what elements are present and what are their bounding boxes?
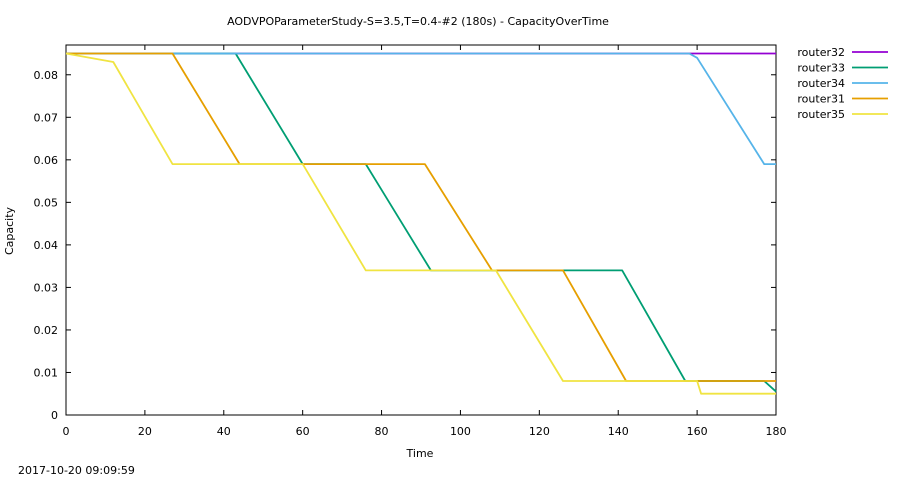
timestamp: 2017-10-20 09:09:59 <box>18 464 135 477</box>
y-tick-label: 0.08 <box>34 69 59 82</box>
y-axis: 0 0.01 0.02 0.03 0.04 0.05 0.06 0.07 0.08 <box>34 69 776 422</box>
x-tick-label: 120 <box>529 425 550 438</box>
legend-label-router35: router35 <box>797 108 845 121</box>
chart-title: AODVPOParameterStudy-S=3.5,T=0.4-#2 (180… <box>227 15 609 28</box>
y-tick-label: 0.04 <box>34 239 59 252</box>
x-tick-label: 100 <box>450 425 471 438</box>
series-line-router33 <box>66 52 777 393</box>
x-axis-label: Time <box>406 447 434 460</box>
x-tick-label: 160 <box>687 425 708 438</box>
y-tick-label: 0.01 <box>34 366 59 379</box>
plot-frame <box>65 44 777 416</box>
y-tick-label: 0.03 <box>34 281 59 294</box>
y-tick-label: 0.06 <box>34 154 59 167</box>
y-tick-label: 0.05 <box>34 196 59 209</box>
legend-label-router32: router32 <box>797 46 845 59</box>
x-tick-label: 60 <box>296 425 310 438</box>
x-tick-label: 40 <box>217 425 231 438</box>
legend-label-router31: router31 <box>797 93 845 106</box>
legend: router32 router33 router34 router31 router35 <box>797 46 888 121</box>
series-line-router31 <box>66 52 776 382</box>
legend-label-router34: router34 <box>797 77 845 90</box>
x-axis: 0 20 40 60 80 100 120 140 160 180 <box>63 45 787 438</box>
x-tick-label: 0 <box>63 425 70 438</box>
x-tick-label: 20 <box>138 425 152 438</box>
series-line-router34 <box>66 52 776 166</box>
y-tick-label: 0.02 <box>34 324 59 337</box>
x-tick-label: 80 <box>375 425 389 438</box>
y-axis-label: Capacity <box>3 206 16 255</box>
series-line-router35 <box>65 52 776 395</box>
series-layer <box>65 52 777 395</box>
x-tick-label: 140 <box>608 425 629 438</box>
y-tick-label: 0 <box>51 409 58 422</box>
legend-label-router33: router33 <box>797 62 845 75</box>
x-tick-label: 180 <box>766 425 787 438</box>
y-tick-label: 0.07 <box>34 111 59 124</box>
